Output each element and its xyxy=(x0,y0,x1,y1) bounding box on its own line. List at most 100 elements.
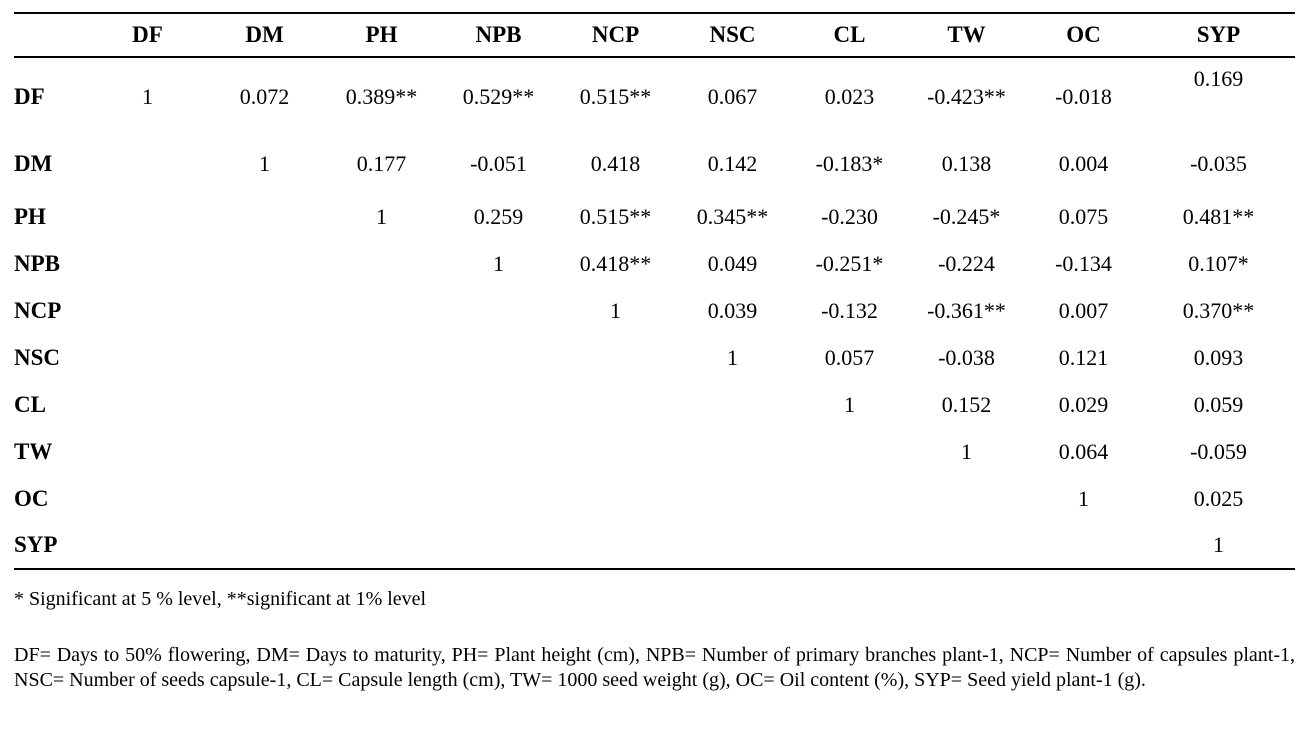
row-label: DM xyxy=(14,151,53,176)
correlation-cell: 0.057 xyxy=(824,344,875,370)
correlation-cell: 0.418** xyxy=(579,250,652,276)
column-header: DF xyxy=(89,13,206,58)
correlation-cell: 1 xyxy=(1078,485,1089,511)
correlation-cell: 1 xyxy=(727,344,738,370)
correlation-cell xyxy=(323,428,440,475)
column-header: PH xyxy=(323,13,440,58)
correlation-cell: 0.007 xyxy=(1058,297,1109,323)
row-label: TW xyxy=(14,438,53,464)
correlation-cell xyxy=(557,381,674,428)
document-page: DF DM PH NPB NCP NSC CL TW OC SYP DF 1 0.072 0.389**… xyxy=(14,12,1295,691)
correlation-cell xyxy=(323,381,440,428)
correlation-cell xyxy=(89,522,206,569)
correlation-cell xyxy=(791,475,908,522)
correlation-cell: 0.121 xyxy=(1058,344,1109,370)
correlation-cell: 0.004 xyxy=(1058,151,1109,176)
row-label: DF xyxy=(14,83,45,109)
table-row: PH 1 0.259 0.515** 0.345** -0.230 -0.245* 0.075… xyxy=(14,193,1295,240)
correlation-cell: 1 xyxy=(493,250,504,276)
correlation-cell: -0.134 xyxy=(1055,250,1112,276)
correlation-cell: 0.370** xyxy=(1182,297,1255,323)
significance-note: * Significant at 5 % level, **significan… xyxy=(14,588,427,610)
correlation-cell xyxy=(89,428,206,475)
correlation-cell xyxy=(89,240,206,287)
correlation-cell: -0.038 xyxy=(938,344,995,370)
row-label: NCP xyxy=(14,297,62,323)
correlation-cell: 0.064 xyxy=(1058,438,1109,464)
column-header: NCP xyxy=(557,13,674,58)
correlation-cell: 0.049 xyxy=(707,250,758,276)
table-row: DF 1 0.072 0.389** 0.529** 0.515** 0.067 0.023 -… xyxy=(14,57,1295,135)
table-row: NPB 1 0.418** 0.049 -0.251* -0.224 -0.134 0.107… xyxy=(14,240,1295,287)
column-header: SYP xyxy=(1142,13,1295,58)
correlation-cell xyxy=(89,193,206,240)
correlation-cell xyxy=(206,428,323,475)
correlation-cell: 0.023 xyxy=(824,83,875,109)
correlation-cell xyxy=(557,522,674,569)
correlation-cell: 0.259 xyxy=(473,203,524,229)
correlation-cell: -0.051 xyxy=(470,151,527,176)
correlation-cell xyxy=(89,475,206,522)
correlation-cell: 0.059 xyxy=(1193,391,1244,417)
correlation-cell: 0.515** xyxy=(579,83,652,109)
correlation-cell xyxy=(206,381,323,428)
correlation-cell: -0.035 xyxy=(1190,151,1247,176)
abbreviations-note: DF= Days to 50% flowering, DM= Days to m… xyxy=(14,644,1295,691)
correlation-cell: 0.177 xyxy=(356,151,407,176)
correlation-cell xyxy=(674,475,791,522)
correlation-cell: -0.018 xyxy=(1055,83,1112,109)
correlation-cell xyxy=(674,381,791,428)
table-row: DM 1 0.177 -0.051 0.418 0.142 -0.183* 0.138 0.00… xyxy=(14,135,1295,193)
correlation-cell xyxy=(323,240,440,287)
correlation-cell: 1 xyxy=(961,438,972,464)
column-header: TW xyxy=(908,13,1025,58)
correlation-cell xyxy=(440,334,557,381)
correlation-cell xyxy=(323,475,440,522)
table-row: TW 1 0.064 -0.059 xyxy=(14,428,1295,475)
table-header: DF DM PH NPB NCP NSC CL TW OC SYP xyxy=(14,13,1295,58)
correlation-cell: 0.152 xyxy=(941,391,992,417)
correlation-cell xyxy=(89,334,206,381)
correlation-cell: 0.039 xyxy=(707,297,758,323)
correlation-cell xyxy=(206,287,323,334)
column-header: NSC xyxy=(674,13,791,58)
correlation-cell: 1 xyxy=(259,151,270,176)
correlation-cell xyxy=(1025,522,1142,569)
correlation-cell xyxy=(557,428,674,475)
correlation-table: DF DM PH NPB NCP NSC CL TW OC SYP DF 1 0.072 0.389**… xyxy=(14,12,1295,570)
row-label: SYP xyxy=(14,532,58,557)
correlation-cell xyxy=(323,522,440,569)
correlation-cell: 0.025 xyxy=(1193,485,1244,511)
correlation-cell xyxy=(89,287,206,334)
correlation-cell xyxy=(206,240,323,287)
table-row: NCP 1 0.039 -0.132 -0.361** 0.007 0.370** xyxy=(14,287,1295,334)
row-label: NPB xyxy=(14,250,60,276)
correlation-cell: 0.138 xyxy=(941,151,992,176)
correlation-cell: 1 xyxy=(1213,532,1224,557)
correlation-cell xyxy=(206,334,323,381)
correlation-cell: 0.345** xyxy=(696,203,769,229)
correlation-cell xyxy=(206,193,323,240)
correlation-cell: 0.389** xyxy=(345,83,418,109)
correlation-cell: 1 xyxy=(142,83,153,109)
correlation-cell xyxy=(440,381,557,428)
correlation-cell: 0.107* xyxy=(1188,250,1249,276)
row-label: OC xyxy=(14,485,49,511)
correlation-cell: -0.224 xyxy=(938,250,995,276)
column-header: NPB xyxy=(440,13,557,58)
column-header: DM xyxy=(206,13,323,58)
correlation-cell: -0.183* xyxy=(815,151,884,176)
table-row: NSC 1 0.057 -0.038 0.121 0.093 xyxy=(14,334,1295,381)
correlation-cell: 1 xyxy=(610,297,621,323)
table-row: OC 1 0.025 xyxy=(14,475,1295,522)
correlation-cell xyxy=(89,135,206,193)
column-header: OC xyxy=(1025,13,1142,58)
correlation-cell xyxy=(908,475,1025,522)
correlation-cell: -0.059 xyxy=(1190,438,1247,464)
correlation-cell: 0.029 xyxy=(1058,391,1109,417)
correlation-cell: 0.481** xyxy=(1182,203,1255,229)
correlation-cell: -0.230 xyxy=(821,203,878,229)
correlation-cell: 0.072 xyxy=(239,83,290,109)
correlation-cell xyxy=(206,475,323,522)
correlation-cell: 0.075 xyxy=(1058,203,1109,229)
